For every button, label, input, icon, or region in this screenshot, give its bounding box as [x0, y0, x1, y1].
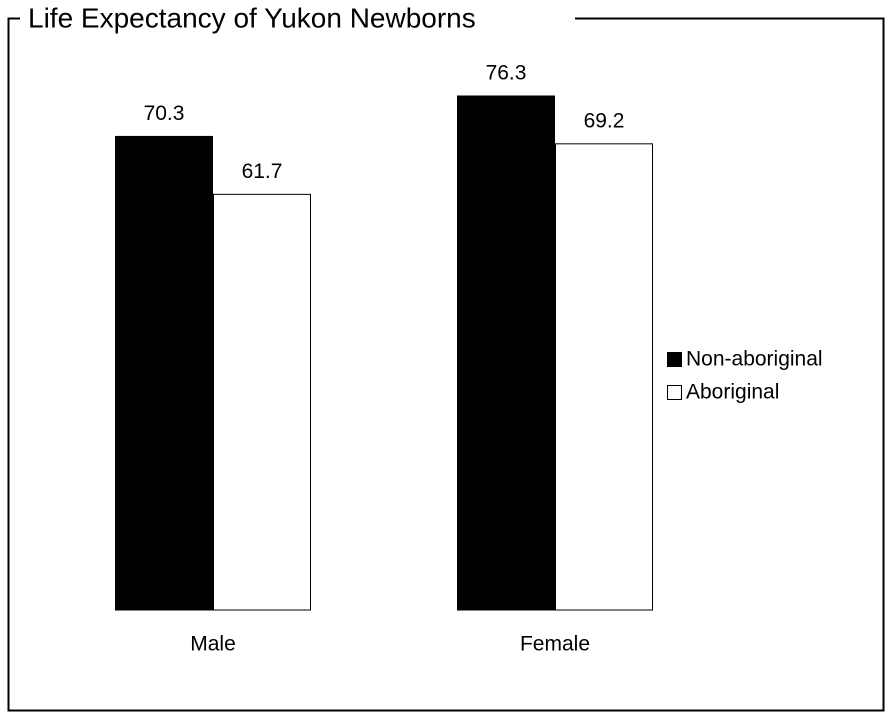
legend-swatch: [667, 352, 682, 367]
bar: [457, 95, 555, 611]
data-label: 69.2: [584, 109, 625, 132]
legend-label: Aboriginal: [686, 381, 779, 404]
x-tick-label: Male: [190, 633, 236, 656]
data-label: 61.7: [242, 160, 283, 183]
data-label: 76.3: [486, 62, 527, 85]
x-tick-label: Female: [520, 633, 590, 656]
legend-label: Non-aboriginal: [686, 348, 823, 371]
bar: [213, 193, 311, 611]
bar: [555, 143, 653, 611]
legend-swatch: [667, 385, 682, 400]
chart-title: Life Expectancy of Yukon Newborns: [28, 2, 476, 33]
data-label: 70.3: [144, 102, 185, 125]
title-backdrop: [20, 4, 575, 34]
bar: [115, 135, 213, 611]
